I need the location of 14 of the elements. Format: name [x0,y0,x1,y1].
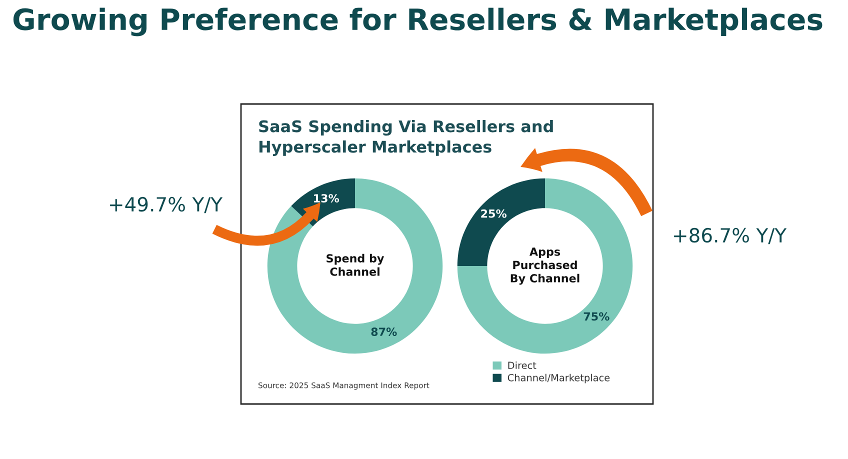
text: Growing Preference for Resellers & Marketplaces [13,8,822,36]
text: +86.7% Y/Y [674,228,787,244]
legend-label: Channel/Marketplace [508,374,610,384]
data-label: 87% [371,328,397,336]
data-label: 75% [584,312,610,321]
donut-slice [457,178,633,354]
donut-slice [267,178,443,354]
text: SaaS Spending Via Resellers and Hyperscaler Marketplaces [259,120,553,156]
data-label: 25% [481,209,507,218]
text: Apps Purchased By Channel [510,248,580,285]
text: Spend by Channel [326,254,384,276]
legend-label: Direct [508,362,536,370]
data-label: 13% [314,194,340,202]
text: +49.7% Y/Y [110,196,223,214]
